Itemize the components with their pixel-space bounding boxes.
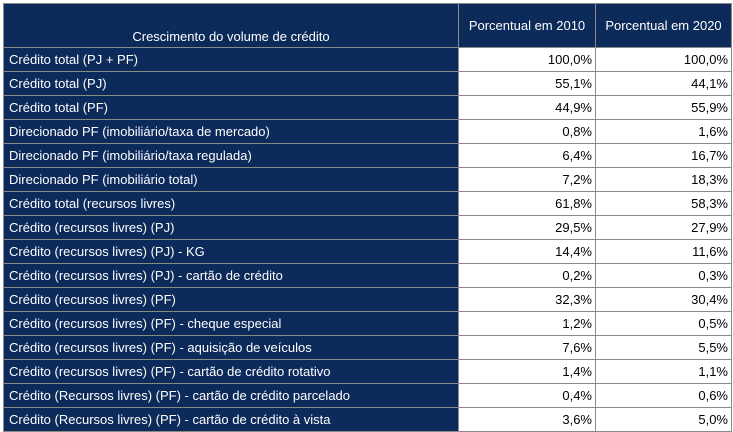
table-row: Direcionado PF (imobiliário total) 7,2% …	[3, 167, 732, 192]
table-body: Crédito total (PJ + PF) 100,0% 100,0% Cr…	[3, 47, 732, 432]
credit-growth-table-container: Crescimento do volume de crédito Porcent…	[3, 3, 732, 432]
value-2010: 3,6%	[458, 407, 596, 432]
row-label: Crédito (recursos livres) (PJ) - KG	[3, 239, 459, 264]
header-2010: Porcentual em 2010	[458, 3, 596, 48]
row-label: Crédito (recursos livres) (PF) - cartão …	[3, 359, 459, 384]
value-2020: 27,9%	[595, 215, 732, 240]
value-2010: 1,2%	[458, 311, 596, 336]
row-label: Crédito (recursos livres) (PF)	[3, 287, 459, 312]
row-label: Crédito total (recursos livres)	[3, 191, 459, 216]
table-row: Crédito total (PF) 44,9% 55,9%	[3, 95, 732, 120]
value-2010: 7,2%	[458, 167, 596, 192]
value-2010: 7,6%	[458, 335, 596, 360]
row-label: Crédito (Recursos livres) (PF) - cartão …	[3, 383, 459, 408]
row-label: Direcionado PF (imobiliário total)	[3, 167, 459, 192]
row-label: Crédito (recursos livres) (PF) - cheque …	[3, 311, 459, 336]
value-2020: 1,1%	[595, 359, 732, 384]
table-row: Crédito (recursos livres) (PF) - cheque …	[3, 311, 732, 336]
table-row: Crédito (recursos livres) (PJ) 29,5% 27,…	[3, 215, 732, 240]
value-2010: 1,4%	[458, 359, 596, 384]
table-row: Crédito (recursos livres) (PJ) - KG 14,4…	[3, 239, 732, 264]
value-2010: 100,0%	[458, 47, 596, 72]
row-label: Crédito (Recursos livres) (PF) - cartão …	[3, 407, 459, 432]
table-row: Crédito total (PJ) 55,1% 44,1%	[3, 71, 732, 96]
value-2020: 30,4%	[595, 287, 732, 312]
header-label: Crescimento do volume de crédito	[3, 3, 459, 48]
table-row: Crédito (recursos livres) (PJ) - cartão …	[3, 263, 732, 288]
row-label: Crédito (recursos livres) (PJ) - cartão …	[3, 263, 459, 288]
table-row: Crédito (recursos livres) (PF) - aquisiç…	[3, 335, 732, 360]
value-2010: 0,4%	[458, 383, 596, 408]
row-label: Crédito total (PJ)	[3, 71, 459, 96]
row-label: Crédito total (PF)	[3, 95, 459, 120]
table-row: Crédito (recursos livres) (PF) - cartão …	[3, 359, 732, 384]
value-2020: 16,7%	[595, 143, 732, 168]
value-2020: 5,5%	[595, 335, 732, 360]
table-row: Crédito (recursos livres) (PF) 32,3% 30,…	[3, 287, 732, 312]
value-2020: 1,6%	[595, 119, 732, 144]
value-2010: 32,3%	[458, 287, 596, 312]
value-2020: 11,6%	[595, 239, 732, 264]
value-2010: 29,5%	[458, 215, 596, 240]
value-2010: 55,1%	[458, 71, 596, 96]
value-2010: 0,8%	[458, 119, 596, 144]
value-2020: 44,1%	[595, 71, 732, 96]
row-label: Direcionado PF (imobiliário/taxa de merc…	[3, 119, 459, 144]
value-2010: 0,2%	[458, 263, 596, 288]
value-2020: 58,3%	[595, 191, 732, 216]
value-2010: 14,4%	[458, 239, 596, 264]
header-2020: Porcentual em 2020	[595, 3, 732, 48]
row-label: Crédito total (PJ + PF)	[3, 47, 459, 72]
value-2020: 0,5%	[595, 311, 732, 336]
row-label: Direcionado PF (imobiliário/taxa regulad…	[3, 143, 459, 168]
value-2020: 100,0%	[595, 47, 732, 72]
table-row: Direcionado PF (imobiliário/taxa de merc…	[3, 119, 732, 144]
table-row: Crédito total (recursos livres) 61,8% 58…	[3, 191, 732, 216]
table-row: Crédito (Recursos livres) (PF) - cartão …	[3, 407, 732, 432]
value-2020: 55,9%	[595, 95, 732, 120]
table-row: Crédito (Recursos livres) (PF) - cartão …	[3, 383, 732, 408]
row-label: Crédito (recursos livres) (PJ)	[3, 215, 459, 240]
table-row: Crédito total (PJ + PF) 100,0% 100,0%	[3, 47, 732, 72]
value-2010: 61,8%	[458, 191, 596, 216]
value-2020: 5,0%	[595, 407, 732, 432]
table-row: Direcionado PF (imobiliário/taxa regulad…	[3, 143, 732, 168]
table-header-row: Crescimento do volume de crédito Porcent…	[3, 3, 732, 48]
value-2020: 0,6%	[595, 383, 732, 408]
value-2020: 0,3%	[595, 263, 732, 288]
value-2010: 44,9%	[458, 95, 596, 120]
credit-growth-table: Crescimento do volume de crédito Porcent…	[3, 3, 732, 432]
value-2010: 6,4%	[458, 143, 596, 168]
row-label: Crédito (recursos livres) (PF) - aquisiç…	[3, 335, 459, 360]
value-2020: 18,3%	[595, 167, 732, 192]
